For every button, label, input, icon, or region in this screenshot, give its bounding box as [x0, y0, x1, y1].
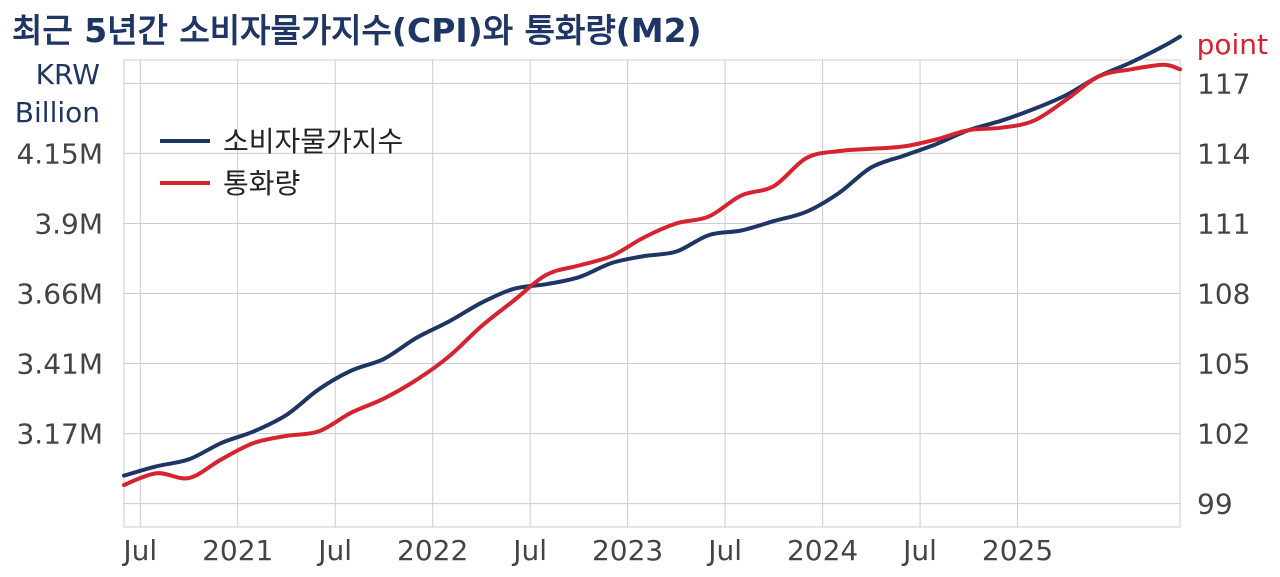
- left-tick-label: 4.15M: [16, 137, 103, 170]
- x-tick-label: 2025: [982, 534, 1053, 567]
- left-tick-label: 3.66M: [16, 278, 103, 311]
- legend: 소비자물가지수 통화량: [160, 125, 403, 200]
- series-line-m2: [122, 62, 1182, 487]
- right-tick-label: 117: [1197, 67, 1250, 100]
- legend-label-m2: 통화량: [223, 167, 300, 200]
- x-tick-label: 2022: [397, 534, 468, 567]
- x-tick-label: 2023: [592, 534, 663, 567]
- x-tick-label: Jul: [706, 534, 742, 567]
- x-tick-label: Jul: [901, 534, 937, 567]
- chart-title: 최근 5년간 소비자물가지수(CPI)와 통화량(M2): [12, 11, 702, 50]
- left-axis-unit-line1: KRW: [36, 58, 100, 91]
- right-tick-label: 99: [1197, 488, 1233, 521]
- left-axis-ticks: 3.17M 3.41M 3.66M 3.9M 4.15M: [16, 137, 103, 450]
- series-line-cpi: [122, 34, 1182, 478]
- x-tick-label: 2024: [787, 534, 858, 567]
- right-tick-label: 105: [1197, 348, 1250, 381]
- right-tick-label: 111: [1197, 207, 1250, 240]
- x-axis-ticks: Jul 2021 Jul 2022 Jul 2023 Jul 2024 Jul 2025: [121, 534, 1053, 567]
- right-axis-ticks: 99 102 105 108 111 114 117: [1197, 67, 1250, 520]
- x-tick-label: Jul: [316, 534, 352, 567]
- x-tick-label: Jul: [121, 534, 157, 567]
- right-tick-label: 102: [1197, 418, 1250, 451]
- left-tick-label: 3.17M: [16, 418, 103, 451]
- right-tick-label: 108: [1197, 278, 1250, 311]
- series-lines: [122, 34, 1182, 487]
- legend-label-cpi: 소비자물가지수: [223, 125, 403, 158]
- x-tick-label: 2021: [202, 534, 273, 567]
- left-axis-unit-line2: Billion: [15, 96, 100, 129]
- right-axis-unit: point: [1197, 28, 1268, 61]
- right-tick-label: 114: [1197, 137, 1250, 170]
- left-tick-label: 3.41M: [16, 348, 103, 381]
- left-tick-label: 3.9M: [34, 207, 103, 240]
- x-tick-label: Jul: [511, 534, 547, 567]
